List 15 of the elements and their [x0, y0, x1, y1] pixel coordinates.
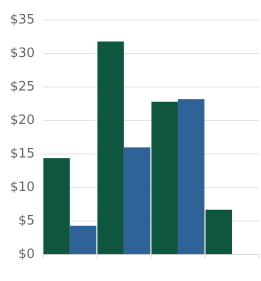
bar [205, 210, 232, 254]
y-tick-label: $5 [18, 213, 35, 228]
bar [97, 41, 124, 254]
bar [124, 147, 150, 254]
y-tick-label: $20 [10, 112, 35, 128]
y-tick-label: $25 [10, 79, 35, 94]
bar [178, 99, 204, 254]
y-tick-label: $30 [10, 46, 35, 61]
y-tick-label: $15 [10, 146, 35, 162]
y-tick-label: $35 [10, 12, 35, 28]
bar [43, 158, 70, 254]
y-tick-label: $10 [10, 180, 35, 195]
bar [70, 226, 96, 254]
bar [151, 102, 178, 254]
y-tick-label: $0 [18, 246, 35, 262]
